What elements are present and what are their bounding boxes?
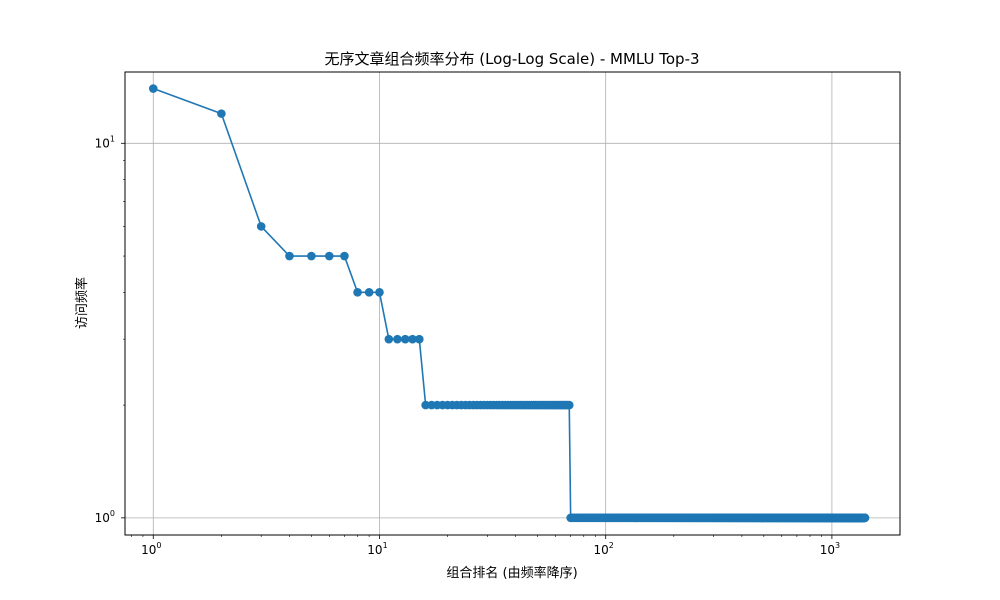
data-point	[285, 251, 294, 261]
x-tick-label: 102	[594, 541, 614, 557]
data-point	[353, 288, 362, 297]
chart-title: 无序文章组合频率分布 (Log-Log Scale) - MMLU Top-3	[324, 50, 699, 68]
y-axis-label: 访问频率	[74, 277, 90, 329]
data-point	[307, 251, 316, 261]
data-point	[400, 334, 410, 344]
data-point	[375, 288, 384, 297]
x-axis-label: 组合排名 (由频率降序)	[446, 565, 577, 581]
data-point	[421, 400, 430, 410]
data-point	[324, 251, 334, 261]
data-point	[340, 251, 349, 261]
data-point	[384, 334, 394, 344]
data-point	[408, 334, 417, 344]
y-tick-label: 101	[95, 134, 115, 150]
x-tick-label: 101	[367, 541, 387, 557]
data-point	[564, 400, 574, 410]
x-tick-label: 103	[820, 541, 840, 557]
grid	[125, 72, 900, 535]
data-series	[148, 84, 870, 523]
data-point	[256, 222, 266, 231]
ticks: 100 101 102 103 100 101	[95, 134, 840, 557]
data-point	[860, 513, 870, 523]
y-tick-label: 100	[95, 509, 115, 525]
plot-frame	[124, 71, 901, 536]
data-point	[217, 109, 226, 118]
data-point	[415, 334, 424, 344]
x-tick-label: 100	[141, 541, 161, 557]
data-point	[148, 84, 158, 93]
data-point	[393, 334, 402, 344]
data-point	[364, 288, 374, 297]
